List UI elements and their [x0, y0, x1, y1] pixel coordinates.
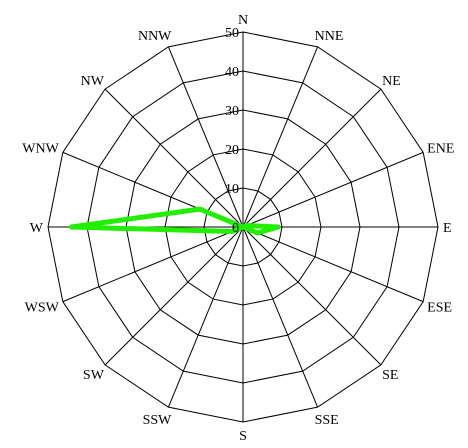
spoke-ssw	[167, 226, 244, 408]
radial-tick-label: 40	[225, 65, 239, 80]
series-polygon-0	[68, 206, 281, 236]
spoke-se	[242, 226, 382, 366]
radial-tick-label: 0	[232, 221, 239, 236]
direction-label-wnw: WNW	[22, 141, 59, 156]
direction-label-e: E	[443, 221, 452, 236]
radial-tick-label: 30	[225, 104, 239, 119]
spoke-sw	[104, 226, 244, 366]
spoke-nne	[242, 46, 319, 228]
direction-label-s: S	[239, 429, 247, 444]
direction-label-ese: ESE	[427, 301, 452, 316]
direction-label-n: N	[238, 13, 248, 28]
direction-label-nnw: NNW	[138, 29, 172, 44]
spoke-ne	[242, 88, 382, 228]
radial-tick-label: 20	[225, 143, 239, 158]
spoke-nnw	[167, 46, 244, 228]
direction-label-ene: ENE	[427, 141, 454, 156]
spoke-ese	[242, 226, 424, 303]
direction-label-nne: NNE	[315, 29, 344, 44]
spoke-nw	[104, 88, 244, 228]
spoke-wsw	[62, 226, 244, 303]
direction-label-wsw: WSW	[25, 301, 60, 316]
direction-label-w: W	[30, 221, 44, 236]
direction-label-nw: NW	[81, 74, 105, 89]
radial-tick-labels: 0 10 20 30 40 50	[225, 26, 239, 236]
direction-label-sw: SW	[83, 368, 105, 383]
direction-label-ssw: SSW	[143, 413, 173, 428]
direction-label-se: SE	[382, 368, 398, 383]
series-layer	[68, 206, 281, 236]
spoke-sse	[242, 226, 319, 408]
direction-labels: N NNE NE ENE E ESE SE SSE S SSW SW WSW W WNW NW NNW	[22, 13, 454, 444]
radial-tick-label: 10	[225, 182, 239, 197]
direction-label-sse: SSE	[315, 413, 339, 428]
direction-label-ne: NE	[382, 74, 401, 89]
radial-tick-label: 50	[225, 26, 239, 41]
spoke-ene	[242, 151, 424, 228]
